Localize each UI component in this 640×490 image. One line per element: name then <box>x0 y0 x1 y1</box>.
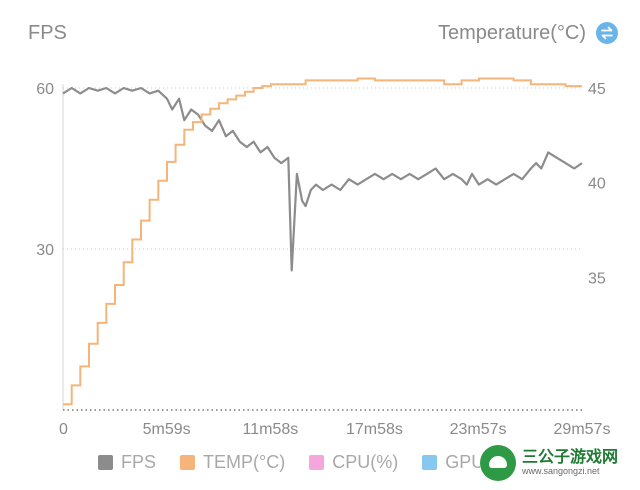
legend-item-gpu[interactable]: GPU <box>422 452 484 473</box>
chart-legend: FPS TEMP(°C) CPU(%) GPU <box>98 452 484 473</box>
x-tick-label-0: 0 <box>59 421 68 438</box>
watermark: 三公子游戏网 www.sangongzi.net <box>480 442 632 484</box>
left-tick-label-60: 60 <box>36 81 54 98</box>
legend-label-gpu: GPU <box>445 452 485 472</box>
right-tick-label-35: 35 <box>588 270 606 287</box>
legend-item-fps[interactable]: FPS <box>98 452 156 473</box>
fps-temperature-chart: 30 60 35 40 45 0 5m59s 11m58s 17m58s 23m57s 29m57s <box>36 77 611 438</box>
legend-label-temp: TEMP(°C) <box>203 452 286 472</box>
legend-swatch-gpu <box>422 455 438 470</box>
fps-axis-title: FPS <box>28 22 67 44</box>
x-tick-label-2: 11m58s <box>243 421 299 438</box>
legend-item-cpu[interactable]: CPU(%) <box>309 452 398 473</box>
x-tick-label-5: 29m57s <box>554 421 611 438</box>
legend-label-cpu: CPU(%) <box>332 452 399 472</box>
watermark-name: 三公子游戏网 <box>522 449 619 467</box>
android-logo-icon <box>480 445 516 481</box>
x-tick-label-1: 5m59s <box>143 421 191 438</box>
right-tick-label-40: 40 <box>588 176 606 193</box>
legend-swatch-temp <box>180 455 196 470</box>
legend-swatch-fps <box>98 455 113 470</box>
legend-swatch-cpu <box>309 455 325 470</box>
legend-label-fps: FPS <box>121 452 157 472</box>
series-line-fps <box>62 86 583 272</box>
x-tick-label-3: 17m58s <box>346 421 403 438</box>
temperature-axis-title: Temperature(°C) <box>437 22 586 44</box>
legend-item-temp[interactable]: TEMP(°C) <box>180 452 285 473</box>
right-tick-label-45: 45 <box>588 81 606 98</box>
swap-arrows-icon[interactable] <box>596 22 618 44</box>
left-tick-label-30: 30 <box>36 242 54 259</box>
watermark-url: www.sangongzi.net <box>522 465 600 476</box>
series-line-temp <box>63 77 582 406</box>
x-tick-label-4: 23m57s <box>450 421 507 438</box>
